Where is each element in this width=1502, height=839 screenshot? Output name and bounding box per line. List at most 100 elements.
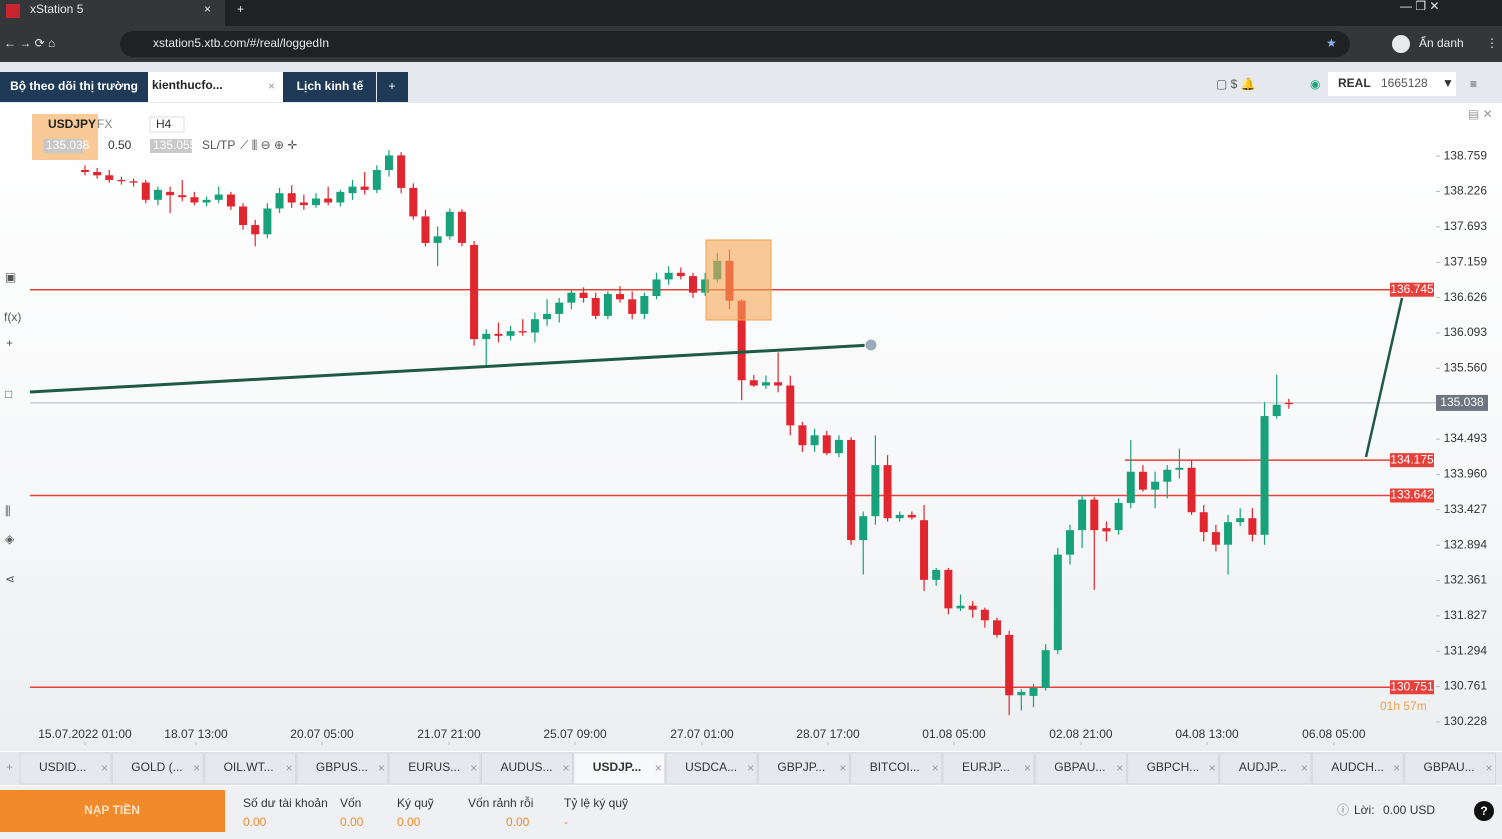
- instrument-tab[interactable]: [19, 752, 112, 785]
- add-tab[interactable]: [377, 72, 408, 102]
- candle-body: [80, 169, 89, 172]
- candle-tool[interactable]: ⫼: [5, 504, 11, 518]
- instrument-tab[interactable]: [1127, 752, 1220, 785]
- instrument-tab-close[interactable]: ×: [193, 761, 200, 775]
- layers-tool[interactable]: ◈: [5, 532, 15, 546]
- help-button[interactable]: [1474, 801, 1494, 821]
- account-dropdown[interactable]: ▼: [1442, 76, 1454, 90]
- instrument-tab-close[interactable]: ×: [1209, 761, 1216, 775]
- candle-body: [360, 186, 369, 190]
- left-tools[interactable]: ▣: [5, 270, 16, 284]
- header-icons[interactable]: ▢ $ 🔔: [1216, 77, 1256, 91]
- y-tick-label: 137.693: [1444, 219, 1488, 233]
- account-box[interactable]: [1328, 72, 1456, 96]
- candle-body: [859, 516, 868, 541]
- calendar-button[interactable]: [283, 72, 376, 102]
- sell-box[interactable]: [43, 139, 83, 153]
- url-box[interactable]: [120, 31, 1350, 57]
- trend-handle[interactable]: [864, 338, 878, 352]
- panel-controls[interactable]: ▤ ✕: [1468, 107, 1493, 121]
- candle-timer: 01h 57m: [1380, 699, 1427, 713]
- rect-tool[interactable]: □: [5, 387, 12, 401]
- field-label: Ký quỹ: [397, 796, 434, 810]
- window-controls[interactable]: — ❐ ✕: [1400, 0, 1439, 13]
- menu[interactable]: ⋮: [1486, 36, 1498, 50]
- candle-body: [202, 199, 211, 203]
- instrument-tab[interactable]: [1034, 752, 1127, 785]
- instrument-tab[interactable]: [388, 752, 481, 785]
- deposit-button[interactable]: [0, 790, 225, 832]
- candle-body: [1102, 528, 1111, 532]
- instrument-tab[interactable]: [573, 752, 666, 785]
- watchlist-button[interactable]: [0, 72, 148, 102]
- browser-tab[interactable]: [0, 0, 225, 26]
- instrument-tabs: + USDID... × GOLD (... × OIL.WT... × GBPUS... × E…: [6, 752, 1496, 785]
- new-tab[interactable]: +: [237, 2, 244, 16]
- candle-body: [1065, 530, 1074, 555]
- instrument-tab[interactable]: [850, 752, 943, 785]
- instrument-tab-close[interactable]: ×: [932, 761, 939, 775]
- instrument-tab-close[interactable]: ×: [1393, 761, 1400, 775]
- instrument-tab[interactable]: [665, 752, 758, 785]
- symbol[interactable]: USDJPY: [48, 117, 96, 131]
- cross-tool[interactable]: +: [6, 336, 13, 350]
- market: FX: [97, 117, 112, 131]
- tab-scroll[interactable]: +: [6, 760, 13, 774]
- share-tool[interactable]: ⋖: [5, 572, 15, 586]
- account-fields: Số dư tài khoản 0.00 Vốn 0.00 Ký quỹ 0.00 Vốn …: [243, 795, 628, 829]
- instrument-tab-label: USDJP...: [593, 760, 641, 774]
- candle-body: [1005, 634, 1014, 696]
- instrument-tab[interactable]: [111, 752, 204, 785]
- candle-body: [129, 181, 138, 183]
- level-label: 136.745: [1390, 282, 1434, 296]
- close-tab[interactable]: ×: [204, 2, 211, 16]
- candle-body: [482, 333, 491, 340]
- workspace-tab[interactable]: [148, 72, 283, 102]
- instrument-tab[interactable]: [1311, 752, 1404, 785]
- candle-body: [226, 194, 235, 207]
- instrument-tab-close[interactable]: ×: [1301, 761, 1308, 775]
- instrument-tab-close[interactable]: ×: [1024, 761, 1031, 775]
- instrument-tab[interactable]: [1219, 752, 1312, 785]
- candle-body: [603, 294, 612, 316]
- instrument-tab[interactable]: [204, 752, 297, 785]
- chart-tools[interactable]: ⟋ ⫼ ⊖ ⊕ ✛: [240, 138, 297, 152]
- instrument-tab-label: USDID...: [39, 760, 86, 774]
- instrument-tab-close[interactable]: ×: [747, 761, 754, 775]
- candle-body: [299, 202, 308, 206]
- instrument-tab-close[interactable]: ×: [101, 761, 108, 775]
- bookmark-star[interactable]: ★: [1326, 36, 1337, 50]
- interval-box[interactable]: [149, 116, 185, 133]
- buy-box[interactable]: [150, 139, 192, 153]
- instrument-tab-close[interactable]: ×: [655, 761, 662, 775]
- instrument-tab-close[interactable]: ×: [286, 761, 293, 775]
- instrument-tab[interactable]: [757, 752, 850, 785]
- candle-body: [336, 191, 345, 203]
- instrument-tab-label: GBPAU...: [1424, 760, 1475, 774]
- instrument-tab[interactable]: [1404, 752, 1496, 785]
- workspace-close[interactable]: ×: [268, 79, 275, 93]
- instrument-tab-close[interactable]: ×: [470, 761, 477, 775]
- signal-icon: ◉: [1310, 77, 1320, 91]
- hamburger[interactable]: ≡: [1470, 77, 1477, 91]
- instrument-tab[interactable]: [481, 752, 573, 785]
- candle-body: [1126, 471, 1135, 503]
- instrument-tab-close[interactable]: ×: [378, 761, 385, 775]
- level-label: 130.751: [1390, 679, 1434, 693]
- instrument-tab[interactable]: [942, 752, 1035, 785]
- fx-tool[interactable]: f(x): [4, 310, 21, 324]
- nav-buttons[interactable]: ← → ⟳ ⌂: [4, 36, 55, 50]
- candle-body: [1284, 402, 1293, 405]
- candle-body: [1017, 691, 1026, 696]
- instrument-tab-close[interactable]: ×: [1486, 761, 1493, 775]
- instrument-tab-close[interactable]: ×: [1116, 761, 1123, 775]
- instrument-tab-close[interactable]: ×: [839, 761, 846, 775]
- instrument-tab[interactable]: [296, 752, 389, 785]
- instrument-tab-close[interactable]: ×: [563, 761, 570, 775]
- candle-body: [616, 294, 625, 300]
- volume[interactable]: 0.50: [108, 138, 132, 152]
- profile-icon[interactable]: [1392, 35, 1410, 53]
- sltp[interactable]: SL/TP: [202, 138, 235, 152]
- candle-body: [688, 276, 697, 293]
- info-icon: ⓘ: [1337, 803, 1349, 817]
